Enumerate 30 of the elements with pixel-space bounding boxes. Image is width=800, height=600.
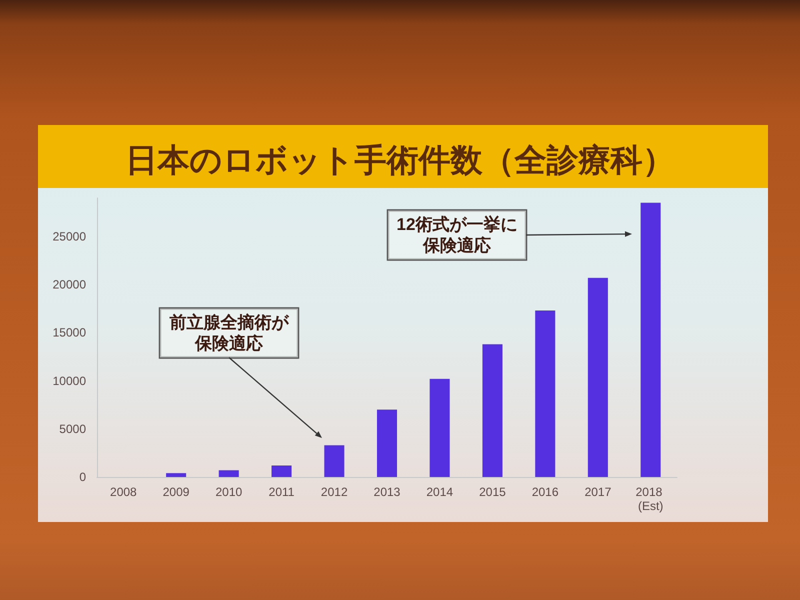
- y-tick-label: 15000: [52, 326, 86, 340]
- y-tick-label: 5000: [59, 422, 86, 436]
- y-tick-label: 0: [79, 470, 86, 484]
- annotation: 前立腺全摘術が保険適応: [168, 313, 290, 353]
- bar: [535, 310, 556, 477]
- x-tick-label: 2015: [479, 485, 506, 499]
- bar: [272, 465, 292, 477]
- x-tick-label: 2014: [426, 485, 454, 499]
- x-tick-label: 2009: [162, 485, 190, 499]
- bar: [430, 378, 450, 477]
- x-tick-label: 2008: [110, 485, 138, 499]
- chart-title: 日本のロボット手術件数（全診療科）: [126, 142, 674, 178]
- bar: [376, 410, 398, 477]
- bar: [218, 470, 239, 477]
- bar: [482, 344, 502, 477]
- x-tick-label: 2016: [532, 485, 559, 499]
- x-tick-label: 2017: [584, 485, 612, 499]
- annotation: 12術式が一挙に保険適応: [396, 215, 518, 255]
- y-tick-label: 25000: [52, 229, 86, 244]
- x-tick-label: 2013: [374, 485, 401, 499]
- x-tick-label: 2010: [215, 485, 242, 499]
- y-tick-label: 20000: [52, 278, 86, 292]
- bar: [324, 445, 344, 477]
- x-tick-label: 2011: [268, 485, 295, 499]
- bar: [640, 202, 661, 477]
- x-tick-label: 2018 (Est): [636, 485, 666, 513]
- bar: [166, 473, 186, 477]
- y-tick-label: 10000: [52, 374, 86, 388]
- bar: [588, 278, 608, 477]
- x-tick-label: 2012: [320, 485, 348, 499]
